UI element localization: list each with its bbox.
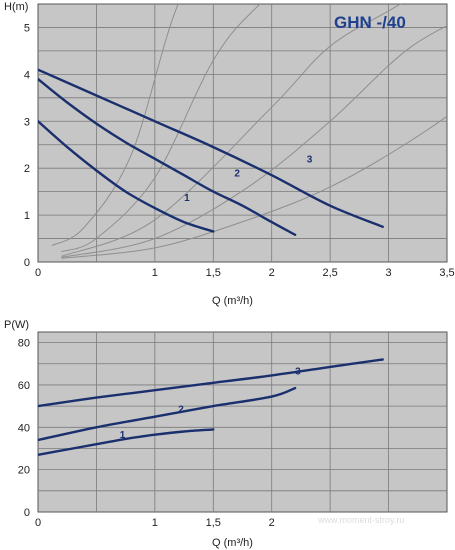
system-curve-2 xyxy=(61,4,261,253)
power-chart-grid xyxy=(38,332,447,512)
y-tick-label: 80 xyxy=(18,338,30,350)
y-tick-label: 0 xyxy=(24,257,30,269)
head-chart-y-axis-label: H(m) xyxy=(4,1,28,13)
series-label-3: 3 xyxy=(307,155,313,166)
series-line-1 xyxy=(38,428,215,456)
system-curve-1 xyxy=(51,4,179,247)
power-chart-series xyxy=(38,358,384,456)
y-tick-label: 5 xyxy=(24,22,30,34)
head-chart-ticks: 0 1 1,5 2 2,5 3 3,5 0 1 2 3 4 5 xyxy=(24,22,455,279)
head-chart-title: GHN -/40 xyxy=(334,13,406,32)
power-chart-plot-area xyxy=(37,331,448,513)
system-curve-5 xyxy=(61,115,447,259)
y-tick-label: 0 xyxy=(24,507,30,519)
head-chart-system-curves xyxy=(51,4,447,259)
series-line-2 xyxy=(38,386,297,442)
series-line-3 xyxy=(38,358,384,408)
series-label-2: 2 xyxy=(178,404,184,415)
x-tick-label: 0 xyxy=(35,517,41,529)
y-tick-label: 2 xyxy=(24,163,30,175)
y-tick-label: 20 xyxy=(18,465,30,477)
y-tick-label: 40 xyxy=(18,422,30,434)
series-line-2 xyxy=(38,77,297,236)
series-label-1: 1 xyxy=(120,430,126,441)
x-tick-label: 1,5 xyxy=(206,517,221,529)
head-chart-x-axis-label: Q (m³/h) xyxy=(212,295,253,307)
x-tick-label: 3 xyxy=(386,267,392,279)
watermark-text: www.moment-stroy.ru xyxy=(317,515,404,525)
x-tick-label: 1,5 xyxy=(206,267,221,279)
series-label-3: 3 xyxy=(295,366,301,377)
series-line-3 xyxy=(38,68,384,228)
x-tick-label: 2 xyxy=(269,517,275,529)
y-tick-label: 1 xyxy=(24,210,30,222)
series-label-2: 2 xyxy=(234,169,240,180)
x-tick-label: 3,5 xyxy=(439,267,454,279)
y-tick-label: 3 xyxy=(24,116,30,128)
x-tick-label: 1 xyxy=(152,267,158,279)
x-tick-label: 2,5 xyxy=(322,267,337,279)
x-tick-label: 0 xyxy=(35,267,41,279)
system-curve-3 xyxy=(61,4,402,257)
head-chart: 0 1 1,5 2 2,5 3 3,5 0 1 2 3 4 5 GHN -/40 H(m) Q (m³/… xyxy=(4,1,455,307)
head-chart-plot-area xyxy=(37,3,448,263)
head-chart-series xyxy=(38,68,384,236)
y-tick-label: 60 xyxy=(18,380,30,392)
power-chart-x-axis-label: Q (m³/h) xyxy=(212,537,253,549)
power-chart-y-axis-label: P(W) xyxy=(4,319,29,331)
y-tick-label: 4 xyxy=(24,69,30,81)
x-tick-label: 1 xyxy=(152,517,158,529)
series-line-1 xyxy=(38,120,215,233)
series-label-1: 1 xyxy=(184,193,190,204)
x-tick-label: 2 xyxy=(269,267,275,279)
system-curve-4 xyxy=(61,25,447,258)
